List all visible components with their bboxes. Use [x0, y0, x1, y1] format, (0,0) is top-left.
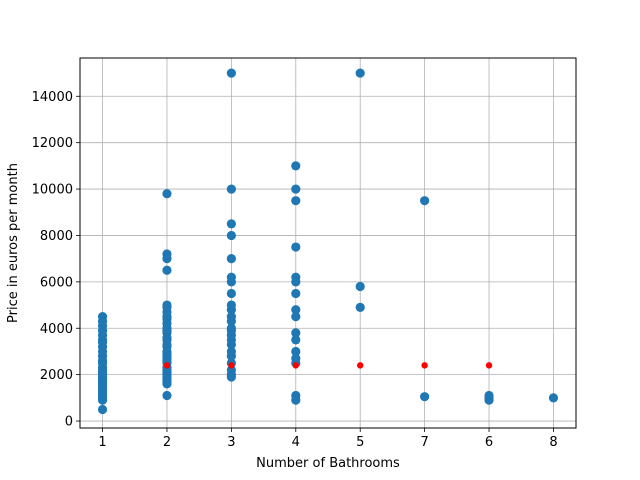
- data-point: [226, 184, 236, 194]
- y-tick-label: 10000: [32, 183, 73, 198]
- data-point: [162, 390, 172, 401]
- data-point: [292, 362, 299, 369]
- data-point: [291, 305, 301, 315]
- data-point: [291, 312, 301, 322]
- data-point: [162, 300, 172, 310]
- y-tick-label: 14000: [32, 90, 73, 105]
- data-point: [291, 184, 301, 194]
- y-tick-label: 12000: [32, 136, 73, 151]
- x-tick-label: 3: [227, 435, 235, 450]
- y-tick-label: 8000: [40, 229, 73, 244]
- data-point: [291, 353, 301, 364]
- y-tick-label: 2000: [40, 368, 73, 383]
- data-point: [291, 196, 301, 206]
- data-point: [228, 362, 235, 369]
- data-point: [162, 249, 172, 259]
- data-point: [485, 362, 493, 369]
- data-point: [226, 272, 236, 282]
- data-point: [226, 365, 236, 375]
- data-point: [484, 390, 494, 401]
- data-point: [548, 393, 559, 403]
- data-point: [291, 335, 301, 345]
- data-point: [226, 300, 236, 310]
- data-point: [355, 68, 365, 78]
- data-point: [357, 362, 364, 369]
- data-point: [226, 323, 236, 333]
- y-axis-title: Price in euros per month: [6, 163, 21, 323]
- data-point: [355, 281, 365, 292]
- data-point: [291, 288, 301, 299]
- x-tick-label: 5: [356, 435, 364, 450]
- data-point: [291, 272, 301, 282]
- y-tick-label: 0: [65, 415, 73, 430]
- data-point: [226, 254, 236, 264]
- data-point: [291, 390, 301, 401]
- x-tick-label: 1: [98, 435, 106, 450]
- data-point: [162, 265, 172, 275]
- x-tick-label: 2: [163, 435, 171, 450]
- data-point: [420, 392, 430, 402]
- grid: [80, 58, 576, 428]
- plot-frame: [79, 57, 577, 429]
- data-point: [291, 242, 301, 252]
- y-tick-label: 6000: [40, 275, 73, 290]
- data-point: [163, 362, 171, 369]
- data-point: [226, 68, 236, 78]
- x-axis: 1 2 3 4 5 7 6 8: [98, 428, 558, 450]
- plot-area: [80, 58, 576, 428]
- y-axis: 0 2000 4000 6000 8000 10000 12000 14000: [32, 90, 80, 430]
- y-tick-label: 4000: [40, 322, 73, 337]
- x-tick-label: 4: [292, 435, 300, 450]
- x-axis-title: Number of Bathrooms: [256, 456, 400, 471]
- x-tick-label: 7: [420, 435, 428, 450]
- data-point: [97, 312, 108, 322]
- data-point: [291, 346, 301, 357]
- data-points: [97, 68, 559, 415]
- data-point: [420, 196, 430, 206]
- x-tick-label: 6: [485, 435, 493, 450]
- data-point: [291, 161, 301, 171]
- data-point: [291, 328, 301, 338]
- data-point: [421, 362, 428, 369]
- data-point: [226, 346, 236, 357]
- data-point: [226, 230, 236, 241]
- data-point: [162, 189, 172, 199]
- data-point: [226, 219, 236, 229]
- x-tick-label: 8: [549, 435, 557, 450]
- data-point: [97, 404, 108, 415]
- data-point: [226, 312, 236, 322]
- data-point: [226, 288, 236, 299]
- data-point: [355, 302, 365, 312]
